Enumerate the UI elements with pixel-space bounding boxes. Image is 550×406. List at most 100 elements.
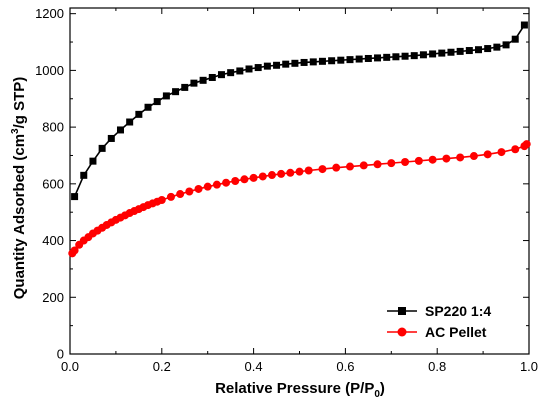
- data-point-ac-pellet: [194, 184, 203, 193]
- data-point-sp220-1-4: [419, 51, 427, 59]
- data-point-ac-pellet: [222, 178, 231, 187]
- data-point-sp220-1-4: [282, 60, 290, 68]
- x-tick-label: 0.0: [61, 359, 79, 374]
- x-tick-label: 0.2: [153, 359, 171, 374]
- data-point-sp220-1-4: [217, 71, 225, 79]
- data-point-sp220-1-4: [208, 73, 216, 81]
- legend-marker-ac-pellet: [397, 327, 407, 337]
- data-point-sp220-1-4: [227, 69, 235, 77]
- data-point-ac-pellet: [185, 187, 194, 196]
- data-point-sp220-1-4: [401, 52, 409, 60]
- data-point-sp220-1-4: [493, 43, 501, 51]
- data-point-sp220-1-4: [135, 110, 143, 118]
- data-point-ac-pellet: [359, 161, 368, 170]
- data-point-ac-pellet: [240, 175, 249, 184]
- data-point-ac-pellet: [401, 157, 410, 166]
- data-point-ac-pellet: [442, 154, 451, 163]
- data-point-ac-pellet: [511, 145, 520, 154]
- data-point-ac-pellet: [231, 177, 240, 185]
- x-tick-label: 0.8: [428, 359, 446, 374]
- data-point-sp220-1-4: [429, 50, 437, 58]
- data-point-sp220-1-4: [162, 92, 170, 100]
- data-point-sp220-1-4: [410, 52, 418, 60]
- x-axis-title: Relative Pressure (P/P0): [215, 380, 385, 400]
- data-point-ac-pellet: [203, 182, 212, 191]
- data-point-sp220-1-4: [475, 46, 483, 54]
- data-point-ac-pellet: [286, 168, 295, 177]
- data-point-sp220-1-4: [107, 134, 115, 142]
- data-point-ac-pellet: [497, 148, 506, 157]
- data-point-sp220-1-4: [520, 21, 528, 29]
- data-point-sp220-1-4: [447, 48, 455, 56]
- data-point-ac-pellet: [483, 150, 492, 159]
- data-point-sp220-1-4: [291, 59, 299, 67]
- data-point-ac-pellet: [212, 180, 221, 189]
- data-point-sp220-1-4: [236, 67, 244, 75]
- data-point-sp220-1-4: [153, 98, 161, 106]
- data-point-sp220-1-4: [456, 47, 464, 55]
- data-point-sp220-1-4: [172, 88, 180, 96]
- data-point-sp220-1-4: [364, 54, 372, 62]
- data-point-ac-pellet: [166, 192, 175, 201]
- data-point-ac-pellet: [428, 155, 437, 164]
- data-point-sp220-1-4: [126, 118, 134, 126]
- data-point-sp220-1-4: [309, 58, 317, 66]
- data-point-ac-pellet: [318, 165, 327, 174]
- y-tick-label: 1000: [35, 63, 64, 78]
- data-point-ac-pellet: [157, 196, 166, 205]
- data-point-sp220-1-4: [438, 49, 446, 57]
- data-point-sp220-1-4: [116, 126, 124, 134]
- series-layer: [68, 21, 531, 258]
- data-point-ac-pellet: [373, 160, 382, 169]
- data-point-ac-pellet: [249, 173, 258, 182]
- data-point-ac-pellet: [277, 169, 286, 178]
- data-point-sp220-1-4: [254, 64, 262, 72]
- legend: SP220 1:4 AC Pellet: [387, 303, 491, 340]
- data-point-ac-pellet: [345, 162, 354, 171]
- y-tick-label: 1200: [35, 6, 64, 21]
- data-point-ac-pellet: [332, 163, 341, 172]
- data-point-sp220-1-4: [355, 55, 363, 63]
- data-point-ac-pellet: [258, 172, 267, 181]
- data-point-sp220-1-4: [71, 193, 79, 201]
- legend-label-sp220: SP220 1:4: [425, 303, 491, 319]
- y-tick-label: 600: [42, 176, 64, 191]
- y-tick-label: 800: [42, 120, 64, 135]
- data-point-sp220-1-4: [383, 53, 391, 61]
- data-point-sp220-1-4: [80, 171, 88, 179]
- data-point-ac-pellet: [387, 159, 396, 168]
- data-point-ac-pellet: [295, 167, 304, 176]
- data-point-ac-pellet: [176, 190, 185, 199]
- y-tick-label: 400: [42, 233, 64, 248]
- data-point-sp220-1-4: [511, 35, 519, 43]
- data-point-ac-pellet: [414, 156, 423, 165]
- data-point-sp220-1-4: [273, 61, 281, 69]
- data-point-ac-pellet: [469, 152, 478, 161]
- data-point-sp220-1-4: [374, 54, 382, 62]
- data-point-sp220-1-4: [190, 79, 198, 87]
- data-point-sp220-1-4: [346, 56, 354, 64]
- data-point-ac-pellet: [456, 153, 465, 162]
- data-point-sp220-1-4: [484, 45, 492, 53]
- data-point-sp220-1-4: [181, 83, 189, 91]
- data-point-sp220-1-4: [98, 144, 106, 152]
- data-point-sp220-1-4: [89, 157, 97, 165]
- data-point-sp220-1-4: [328, 57, 336, 65]
- axis-tick-labels: 0.0 0.2 0.4 0.6 0.8 1.0 0 200 400 600 800 1000 1200: [35, 6, 538, 374]
- data-point-ac-pellet: [522, 140, 531, 149]
- y-tick-label: 0: [57, 347, 64, 362]
- data-point-sp220-1-4: [300, 58, 308, 66]
- x-tick-label: 1.0: [520, 359, 538, 374]
- legend-label-ac-pellet: AC Pellet: [425, 324, 487, 340]
- data-point-sp220-1-4: [502, 41, 510, 49]
- x-tick-label: 0.4: [245, 359, 263, 374]
- legend-marker-sp220: [398, 307, 406, 315]
- data-point-sp220-1-4: [318, 57, 326, 65]
- data-point-ac-pellet: [304, 166, 313, 175]
- x-tick-label: 0.6: [336, 359, 354, 374]
- data-point-sp220-1-4: [245, 65, 253, 73]
- data-point-sp220-1-4: [144, 103, 152, 111]
- data-point-sp220-1-4: [199, 76, 207, 84]
- data-point-ac-pellet: [70, 246, 79, 255]
